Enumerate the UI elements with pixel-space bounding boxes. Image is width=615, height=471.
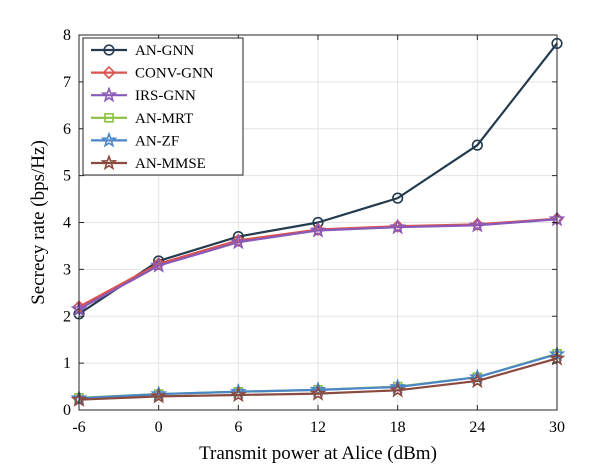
legend-box bbox=[82, 37, 244, 176]
y-tick-label: 0 bbox=[63, 402, 71, 419]
star-marker bbox=[229, 386, 247, 403]
star-marker bbox=[389, 381, 407, 398]
star-marker bbox=[150, 387, 168, 404]
series-irs-gnn bbox=[70, 210, 566, 317]
star-marker bbox=[150, 256, 168, 273]
y-tick-label: 7 bbox=[63, 74, 71, 91]
y-tick-label: 4 bbox=[63, 215, 71, 232]
x-tick-label: 0 bbox=[155, 419, 163, 436]
legend-label: AN-MMSE bbox=[135, 156, 206, 172]
x-tick-label: 24 bbox=[469, 419, 485, 436]
y-tick-label: 5 bbox=[63, 168, 71, 185]
star-marker bbox=[309, 221, 327, 238]
x-tick-label: -6 bbox=[72, 419, 85, 436]
star-marker bbox=[229, 233, 247, 250]
legend-star-marker bbox=[100, 154, 118, 171]
legend-label: AN-GNN bbox=[135, 43, 194, 59]
y-tick-label: 3 bbox=[63, 261, 71, 278]
legend-label: AN-MRT bbox=[135, 111, 193, 127]
legend-entry: AN-MMSE bbox=[91, 154, 206, 172]
y-tick-label: 8 bbox=[63, 27, 71, 44]
series-line bbox=[78, 353, 558, 400]
series-line bbox=[78, 357, 558, 401]
legend-entry: AN-ZF bbox=[91, 131, 179, 149]
legend-circle-marker bbox=[103, 44, 115, 56]
x-tick-label: 12 bbox=[310, 419, 326, 436]
star-marker bbox=[309, 384, 327, 401]
circle-marker bbox=[471, 139, 483, 151]
legend-entry: CONV-GNN bbox=[91, 66, 214, 82]
series-line bbox=[78, 218, 558, 311]
x-tick-label: 18 bbox=[390, 419, 406, 436]
legend-label: IRS-GNN bbox=[135, 88, 196, 104]
legend-star-marker bbox=[100, 131, 118, 148]
x-tick-label: 6 bbox=[234, 419, 242, 436]
y-axis-ticks: 0 1 2 3 4 5 6 7 8 bbox=[63, 27, 557, 419]
y-tick-label: 6 bbox=[63, 121, 71, 138]
x-axis-ticks: -6 0 6 12 18 24 30 bbox=[72, 35, 565, 436]
y-tick-label: 2 bbox=[63, 308, 71, 325]
star-marker bbox=[468, 372, 486, 389]
star-marker bbox=[468, 216, 486, 233]
x-axis-title: Transmit power at Alice (dBm) bbox=[199, 443, 437, 464]
legend-entry: AN-MRT bbox=[91, 111, 193, 127]
legend-label: CONV-GNN bbox=[135, 66, 214, 82]
legend-entry: IRS-GNN bbox=[91, 86, 196, 104]
circle-marker bbox=[392, 192, 404, 204]
legend-square-marker bbox=[104, 113, 114, 123]
circle-marker bbox=[312, 216, 324, 229]
y-tick-label: 1 bbox=[63, 355, 71, 372]
legend-diamond-marker bbox=[102, 65, 116, 80]
star-marker bbox=[389, 218, 407, 235]
legend-entry: AN-GNN bbox=[91, 43, 194, 59]
legend: AN-GNN CONV-GNN IRS-GNN AN-MRT AN-ZF AN-MMSE bbox=[82, 37, 244, 176]
legend-label: AN-ZF bbox=[135, 133, 179, 149]
y-axis-title: Secrecy rate (bps/Hz) bbox=[28, 140, 49, 305]
x-tick-label: 30 bbox=[549, 419, 565, 436]
legend-star-marker bbox=[100, 86, 118, 103]
